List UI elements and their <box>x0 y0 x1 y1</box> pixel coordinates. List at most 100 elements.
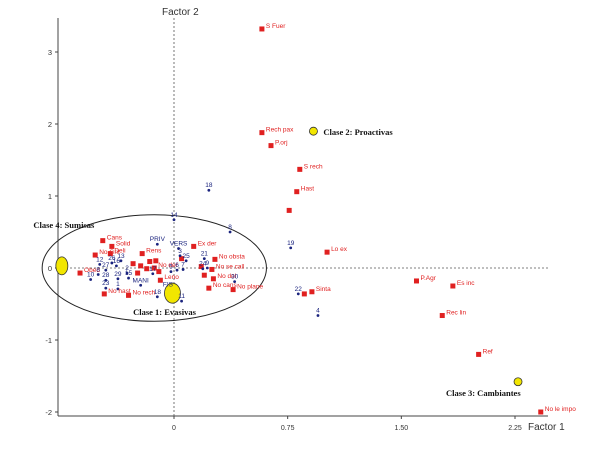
modality-label: Ref <box>483 348 493 355</box>
modality-label: No hast <box>108 288 131 295</box>
modality-label: No der <box>158 262 178 269</box>
y-tick-label: -2 <box>45 408 52 417</box>
modality-marker <box>413 278 419 284</box>
individual-marker <box>178 254 182 258</box>
individual-label: 24 <box>199 261 207 268</box>
individual-marker <box>201 267 205 271</box>
individual-label: 15 <box>125 270 133 277</box>
modality-marker <box>450 283 456 289</box>
modality-label: Sinta <box>316 286 331 293</box>
class-label: Clase 2: Proactivas <box>323 127 393 137</box>
modality-label: Obed <box>84 267 100 274</box>
individual-marker <box>104 286 108 290</box>
individual-marker <box>104 278 108 282</box>
plot-frame <box>57 18 548 417</box>
individual-label: 22 <box>295 286 303 293</box>
modality-marker <box>538 409 544 415</box>
modality-label: P.Agr <box>420 275 436 282</box>
individual-marker <box>181 268 185 271</box>
individual-label: 2 <box>125 265 129 272</box>
modality-marker <box>191 243 197 249</box>
individual-marker <box>177 247 180 250</box>
individual-marker <box>233 280 237 284</box>
x-tick-label: 0.75 <box>281 425 295 432</box>
y-tick-label: 3 <box>48 48 52 57</box>
modality-label: P.orj <box>275 140 288 147</box>
y-tick-label: -1 <box>45 336 52 345</box>
individual-marker <box>180 299 183 303</box>
modality-marker <box>138 263 144 269</box>
modality-marker <box>135 270 141 276</box>
data-marks <box>55 26 544 415</box>
class-centroid-marker <box>513 377 523 387</box>
modality-marker <box>476 351 482 357</box>
modality-label: No cans <box>213 282 238 289</box>
modality-marker <box>126 292 132 298</box>
individual-label: VERS <box>170 241 188 248</box>
modality-label: No plane <box>237 284 263 291</box>
modality-marker <box>294 189 300 195</box>
individual-label: 6 <box>175 262 179 269</box>
individual-label: 1 <box>116 281 120 288</box>
modality-label: No dol <box>217 273 236 280</box>
modality-label: No Grit <box>99 249 120 256</box>
individual-marker <box>202 257 206 261</box>
y-axis-label: Factor 2 <box>162 7 199 18</box>
modality-marker <box>153 258 159 264</box>
individual-marker <box>98 263 102 266</box>
modality-label: Rec lin <box>446 310 466 317</box>
individual-marker <box>139 283 143 287</box>
individual-marker <box>89 278 93 281</box>
individual-label: 7 <box>181 261 185 268</box>
modality-marker <box>259 26 265 32</box>
x-tick-label: 0 <box>172 425 176 432</box>
individual-marker <box>119 259 123 263</box>
modality-marker <box>92 252 98 258</box>
modality-marker <box>309 289 315 295</box>
modality-marker <box>198 264 204 270</box>
individual-label: 28 <box>102 272 110 279</box>
individual-label: 8 <box>228 224 232 231</box>
individual-label: 18 <box>205 182 213 189</box>
modality-marker <box>439 313 445 319</box>
individual-marker <box>169 270 173 273</box>
individual-marker <box>228 230 232 234</box>
individual-label: 14 <box>170 212 178 219</box>
individual-marker <box>184 259 188 263</box>
modality-marker <box>101 291 107 297</box>
individual-label: 27 <box>102 262 110 269</box>
individual-label: 29 <box>114 271 122 278</box>
modality-marker <box>147 259 153 265</box>
modality-label: Rens <box>146 248 162 255</box>
modality-marker <box>212 256 218 262</box>
individual-marker <box>155 242 159 246</box>
individual-label: 3 <box>178 248 182 255</box>
modality-label: No obsta <box>219 253 245 260</box>
modality-marker <box>179 256 185 262</box>
y-tick-label: 1 <box>48 192 52 201</box>
class-label: Clase 4: Sumisas <box>33 220 95 230</box>
individual-marker <box>110 261 114 265</box>
modality-marker <box>230 287 236 293</box>
individual-label: 8 <box>96 266 100 273</box>
modality-label: S rech <box>304 163 323 170</box>
class-centroid-marker <box>164 282 181 304</box>
individual-marker <box>207 188 211 192</box>
modality-marker <box>107 251 113 257</box>
individual-label: 13 <box>117 253 125 260</box>
x-axis-label: Factor 1 <box>528 422 565 433</box>
y-tick-label: 2 <box>48 120 52 129</box>
individual-marker <box>289 246 293 250</box>
individual-marker <box>175 268 179 272</box>
modality-marker <box>297 166 303 172</box>
x-tick-label: 2.25 <box>508 425 522 432</box>
modality-label: Deli <box>114 248 125 255</box>
modality-label: Es inc <box>457 280 475 287</box>
individual-label: 21 <box>201 251 209 258</box>
modality-label: No se call <box>216 263 245 270</box>
individual-label: 9 <box>206 260 210 267</box>
cluster-ellipse-layer <box>41 214 267 322</box>
modality-label: Leno <box>164 274 179 281</box>
